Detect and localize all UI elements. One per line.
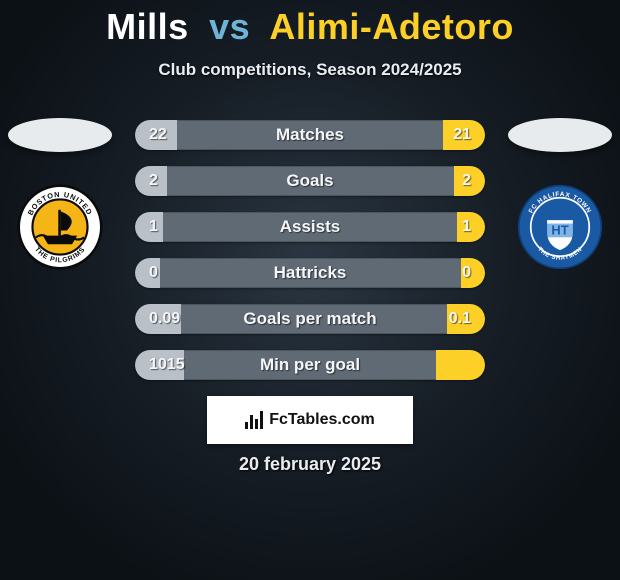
stat-label: Min per goal (135, 350, 485, 380)
stat-row-assists: 1 Assists 1 (135, 212, 485, 242)
subtitle: Club competitions, Season 2024/2025 (0, 60, 620, 80)
stat-row-goals: 2 Goals 2 (135, 166, 485, 196)
boston-united-crest-icon: BOSTON UNITED THE PILGRIMS (17, 184, 103, 270)
stat-value-right: 0.1 (435, 304, 485, 334)
vs-text: vs (209, 6, 250, 47)
stat-value-right: 2 (448, 166, 485, 196)
page-title: Mills vs Alimi-Adetoro (0, 0, 620, 48)
stat-value-right: 0 (448, 258, 485, 288)
halifax-town-crest-icon: HT FC HALIFAX TOWN THE SHAYMEN (517, 184, 603, 270)
stat-value-right: 1 (448, 212, 485, 242)
fctables-link[interactable]: FcTables.com (207, 396, 413, 444)
stat-value-right (457, 350, 485, 380)
svg-text:HT: HT (551, 223, 568, 238)
stat-label: Goals per match (135, 304, 485, 334)
date-text: 20 february 2025 (0, 454, 620, 475)
bar-chart-icon (245, 411, 263, 429)
stat-label: Goals (135, 166, 485, 196)
stat-row-hattricks: 0 Hattricks 0 (135, 258, 485, 288)
comparison-card: Mills vs Alimi-Adetoro Club competitions… (0, 0, 620, 580)
stats-list: 22 Matches 21 2 Goals 2 1 Assists 1 (135, 120, 485, 396)
stat-row-matches: 22 Matches 21 (135, 120, 485, 150)
player1-silhouette (8, 118, 112, 152)
stat-row-goals-per-match: 0.09 Goals per match 0.1 (135, 304, 485, 334)
right-player-column: HT FC HALIFAX TOWN THE SHAYMEN (500, 110, 620, 270)
stat-label: Hattricks (135, 258, 485, 288)
player2-name: Alimi-Adetoro (269, 6, 514, 47)
brand-text: FcTables.com (269, 411, 375, 429)
stat-label: Matches (135, 120, 485, 150)
player2-club-crest: HT FC HALIFAX TOWN THE SHAYMEN (517, 184, 603, 270)
left-player-column: BOSTON UNITED THE PILGRIMS (0, 110, 120, 270)
stat-row-min-per-goal: 1015 Min per goal (135, 350, 485, 380)
player1-club-crest: BOSTON UNITED THE PILGRIMS (17, 184, 103, 270)
player1-name: Mills (106, 6, 189, 47)
stat-label: Assists (135, 212, 485, 242)
player2-silhouette (508, 118, 612, 152)
stat-value-right: 21 (439, 120, 485, 150)
